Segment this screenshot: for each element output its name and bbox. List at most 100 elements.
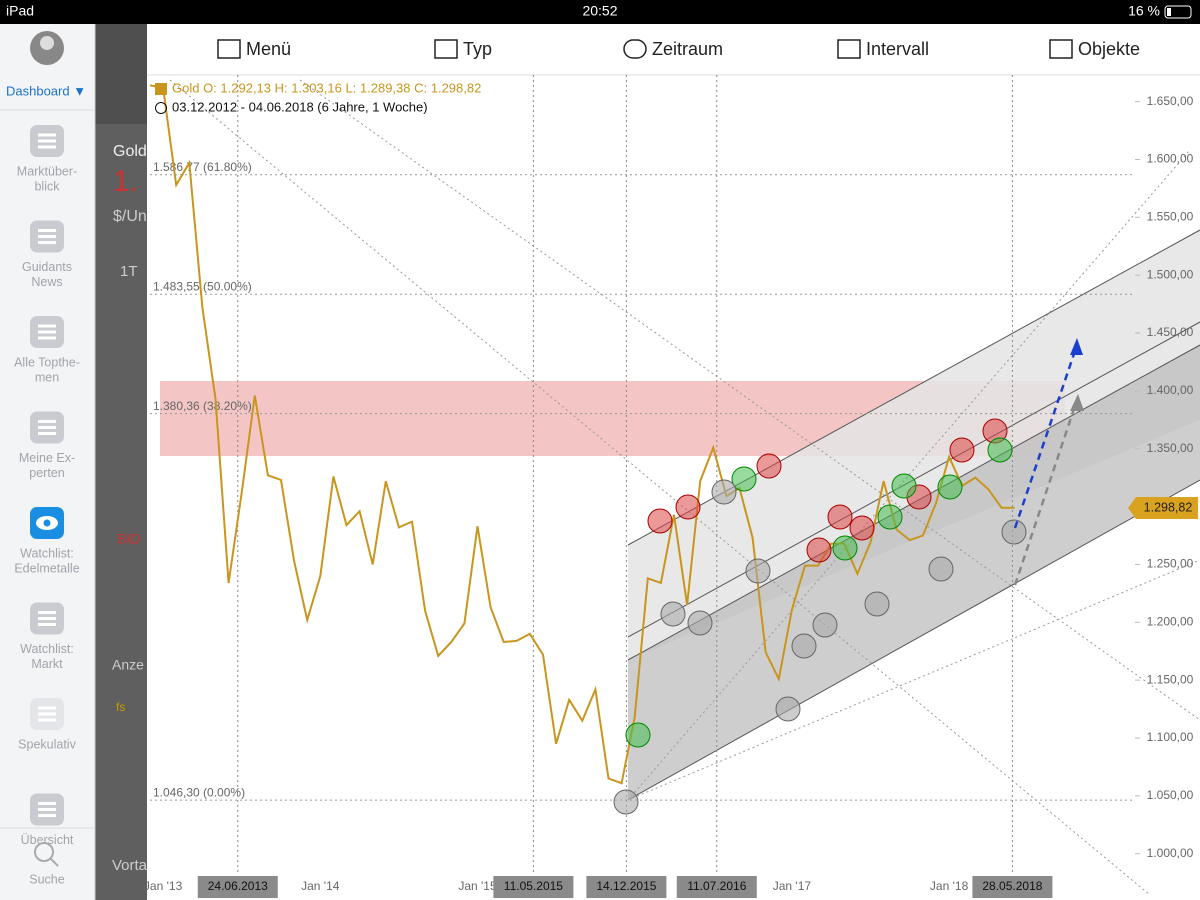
background-text: Anze bbox=[112, 657, 144, 673]
avatar-head bbox=[40, 36, 54, 50]
nav-label[interactable]: Meine Ex- bbox=[19, 451, 75, 465]
nav-label[interactable]: Alle Topthe- bbox=[14, 355, 80, 369]
search-icon bbox=[34, 842, 54, 862]
trend-line bbox=[627, 149, 1191, 801]
y-tick-label: 1.450,00 bbox=[1147, 325, 1194, 339]
nav-label[interactable]: blick bbox=[34, 179, 60, 193]
swing-marker bbox=[877, 504, 903, 530]
swing-marker bbox=[731, 466, 757, 492]
nav-glyph bbox=[43, 519, 51, 527]
y-tick-label: 1.200,00 bbox=[1147, 614, 1194, 628]
clock-icon bbox=[155, 102, 167, 114]
y-tick-label: 1.350,00 bbox=[1147, 441, 1194, 455]
y-tick-label: 1.250,00 bbox=[1147, 557, 1194, 571]
y-tick-label: 1.400,00 bbox=[1147, 383, 1194, 397]
nav-glyph bbox=[38, 420, 56, 423]
nav-label[interactable]: Übersicht bbox=[21, 833, 74, 847]
nav-label[interactable]: Marktüber- bbox=[17, 164, 77, 178]
period: 03.12.2012 - 04.06.2018 (6 Jahre, 1 Woch… bbox=[172, 99, 428, 114]
dashboard-link[interactable]: Dashboard ▼ bbox=[6, 83, 86, 98]
nav-glyph bbox=[38, 229, 56, 232]
device: iPad bbox=[6, 3, 34, 19]
swing-marker bbox=[625, 722, 651, 748]
swing-marker bbox=[791, 633, 817, 659]
swing-marker bbox=[745, 558, 771, 584]
swing-marker bbox=[987, 437, 1013, 463]
y-tick-label: 1.150,00 bbox=[1147, 672, 1194, 686]
date-marker: 14.12.2015 bbox=[596, 879, 656, 893]
swing-marker bbox=[687, 610, 713, 636]
y-tick-label: 1.100,00 bbox=[1147, 730, 1194, 744]
battery-level bbox=[1167, 8, 1171, 16]
nav-label[interactable]: Guidants bbox=[22, 260, 72, 274]
toolbar-button[interactable]: Intervall bbox=[866, 39, 929, 59]
x-tick-label: Jan '18 bbox=[930, 879, 969, 893]
forecast-arrow bbox=[1013, 399, 1079, 586]
y-tick-label: 1.600,00 bbox=[1147, 152, 1194, 166]
toolbar-icon bbox=[217, 39, 241, 59]
nav-glyph bbox=[38, 241, 56, 244]
toolbar-button[interactable]: Zeitraum bbox=[652, 39, 723, 59]
swing-marker bbox=[827, 504, 853, 530]
y-tick-label: 1.650,00 bbox=[1147, 94, 1194, 108]
nav-label[interactable]: News bbox=[31, 275, 62, 289]
nav-glyph bbox=[38, 139, 56, 143]
y-tick-label: 1.550,00 bbox=[1147, 209, 1194, 223]
nav-label[interactable]: Watchlist: bbox=[20, 546, 74, 560]
trend-line bbox=[299, 79, 1200, 721]
nav-label[interactable]: Watchlist: bbox=[20, 642, 74, 656]
status-bar bbox=[0, 0, 1200, 24]
nav-label[interactable]: perten bbox=[29, 466, 64, 480]
nav-glyph bbox=[38, 802, 56, 805]
nav-label[interactable]: Spekulativ bbox=[18, 737, 76, 751]
toolbar-icon bbox=[623, 39, 647, 59]
date-marker: 24.06.2013 bbox=[208, 879, 268, 893]
nav-label[interactable]: men bbox=[35, 370, 59, 384]
battery-text: 16 % bbox=[1128, 3, 1160, 19]
swing-marker bbox=[711, 479, 737, 505]
arrow-head bbox=[1070, 394, 1084, 411]
nav-glyph bbox=[38, 432, 56, 435]
sidebar bbox=[0, 24, 95, 900]
background-text: Gold bbox=[113, 143, 147, 160]
x-tick-label: Jan '17 bbox=[773, 879, 812, 893]
toolbar-items: Menü Typ Zeitraum Intervall Objekte bbox=[217, 39, 1140, 59]
toolbar-button[interactable]: Typ bbox=[463, 39, 492, 59]
fib-label: 1.380,36 (38.20%) bbox=[153, 399, 252, 413]
search-label[interactable]: Suche bbox=[29, 872, 64, 886]
toolbar-icon bbox=[434, 39, 458, 59]
channel-upper bbox=[628, 230, 1200, 660]
nav-label[interactable]: Markt bbox=[31, 657, 63, 671]
swing-marker bbox=[806, 537, 832, 563]
nav-glyph bbox=[38, 336, 56, 340]
nav-glyph bbox=[38, 611, 56, 614]
legend-swatch bbox=[155, 83, 167, 95]
swing-marker bbox=[949, 437, 975, 463]
background-text: BID bbox=[117, 531, 140, 547]
swing-marker bbox=[812, 612, 838, 638]
swing-marker bbox=[613, 789, 639, 815]
swing-marker bbox=[849, 515, 875, 541]
battery-icon bbox=[1164, 5, 1192, 19]
swing-marker bbox=[647, 508, 673, 534]
forecast-arrow bbox=[1013, 344, 1079, 529]
nav-label[interactable]: Edelmetalle bbox=[14, 561, 79, 575]
arrow-head bbox=[1070, 338, 1083, 355]
nav-glyph bbox=[38, 617, 56, 620]
dim-header bbox=[95, 24, 147, 124]
search-icon bbox=[50, 858, 59, 867]
toolbar-button[interactable]: Menü bbox=[246, 39, 291, 59]
toolbar-icon bbox=[1049, 39, 1073, 59]
y-tick-label: 1.050,00 bbox=[1147, 788, 1194, 802]
y-tick-label: 1.000,00 bbox=[1147, 846, 1194, 860]
toolbar-button[interactable]: Objekte bbox=[1078, 39, 1140, 59]
y-tick-label: 1.500,00 bbox=[1147, 267, 1194, 281]
date-marker-box bbox=[972, 876, 1053, 898]
date-marker-box bbox=[493, 876, 574, 898]
fib-label: 1.483,55 (50.00%) bbox=[153, 279, 252, 293]
date-marker: 11.05.2015 bbox=[504, 879, 563, 893]
swing-marker bbox=[864, 591, 890, 617]
nav-glyph bbox=[38, 814, 56, 817]
swing-marker bbox=[675, 494, 701, 520]
